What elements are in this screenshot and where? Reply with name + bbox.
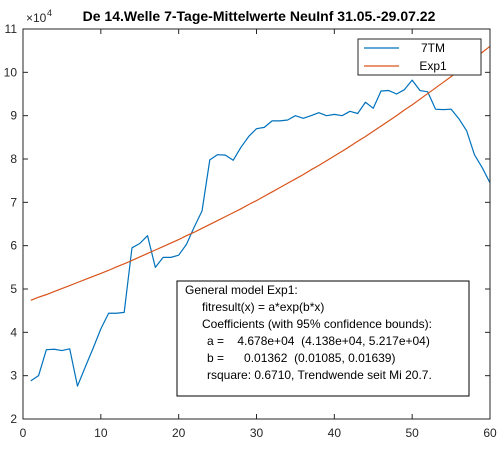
y-tick-label: 11 xyxy=(5,22,18,36)
annotation-line-5: b = 0.01362 (0.01085, 0.01639) xyxy=(207,351,395,365)
x-tick-label: 20 xyxy=(172,426,186,440)
annotation-line-3: Coefficients (with 95% confidence bounds… xyxy=(202,317,432,331)
fit-annotation: General model Exp1: fitresult(x) = a*exp… xyxy=(176,280,470,397)
y-tick-label: 4 xyxy=(10,325,17,339)
tick-layer: 0 10 20 30 40 50 60 2 3 4 5 6 7 8 9 10 11 xyxy=(4,22,497,440)
legend-label-exp1: Exp1 xyxy=(419,59,447,73)
x-tick-label: 30 xyxy=(250,426,264,440)
annotation-line-6: rsquare: 0.6710, Trendwende seit Mi 20.7… xyxy=(207,368,432,382)
annotation-box xyxy=(176,280,470,397)
x-tick-label: 10 xyxy=(94,426,108,440)
x-tick-label: 40 xyxy=(328,426,342,440)
y-tick-label: 3 xyxy=(10,369,17,383)
y-tick-label: 9 xyxy=(10,109,17,123)
y-tick-label: 2 xyxy=(10,412,17,426)
y-exponent-base: ×10 xyxy=(26,11,47,25)
legend: 7TM Exp1 xyxy=(357,38,482,76)
y-exponent-power: 4 xyxy=(47,8,52,18)
y-exponent: ×10 4 xyxy=(26,8,52,25)
annotation-line-1: General model Exp1: xyxy=(185,283,298,297)
y-tick-label: 7 xyxy=(10,195,17,209)
legend-label-7tm: 7TM xyxy=(421,41,445,55)
annotation-line-4: a = 4.678e+04 (4.138e+04, 5.217e+04) xyxy=(207,334,430,348)
y-tick-label: 5 xyxy=(10,282,17,296)
x-tick-label: 0 xyxy=(20,426,27,440)
series-line-7tm xyxy=(30,79,491,387)
series-line-exp1 xyxy=(30,45,491,301)
series-layer xyxy=(30,45,491,387)
x-tick-label: 60 xyxy=(483,426,497,440)
x-tick-label: 50 xyxy=(405,426,419,440)
y-tick-label: 8 xyxy=(10,152,17,166)
legend-box xyxy=(357,38,482,76)
annotation-line-2: fitresult(x) = a*exp(b*x) xyxy=(202,300,324,314)
y-tick-label: 10 xyxy=(4,65,18,79)
y-tick-label: 6 xyxy=(10,239,17,253)
chart-title: De 14.Welle 7-Tage-Mittelwerte NeuInf 31… xyxy=(83,8,436,24)
